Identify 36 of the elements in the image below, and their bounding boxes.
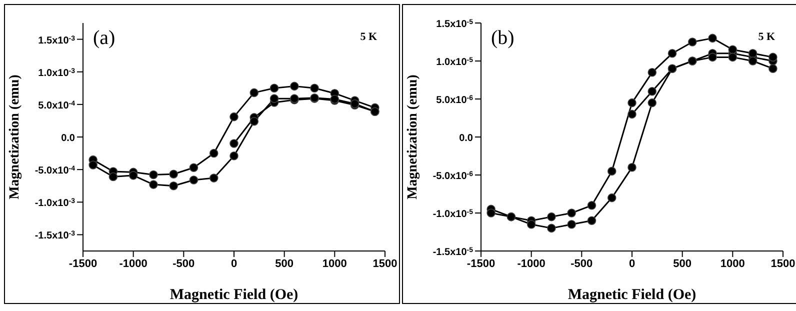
y-tick-label: -1.0x10$^{-3}$ (34, 198, 76, 210)
x-tick-label: -500 (570, 258, 593, 270)
y-tick-label: 0.0 (459, 133, 474, 144)
x-tick-label: -1000 (119, 258, 148, 270)
y-tick-label: 0.0 (61, 133, 76, 144)
y-tick-label: -5.0x10$^{-6}$ (432, 170, 474, 182)
x-tick-label: 1000 (322, 258, 347, 270)
x-axis-title: Magnetic Field (Oe) (568, 287, 696, 303)
x-tick-label: 0 (628, 258, 636, 270)
x-tick-label: 1500 (770, 258, 796, 270)
x-tick-label: 500 (673, 258, 692, 270)
y-axis-title: Magnetization (emu) (406, 74, 420, 200)
x-tick-label: -1500 (68, 258, 98, 270)
y-axis-title: Magnetization (emu) (8, 74, 22, 200)
annotation: (a) (93, 27, 116, 50)
y-tick-label: -1.5x10$^{-5}$ (432, 246, 474, 258)
y-tick-label: -5.0x10$^{-4}$ (34, 165, 76, 177)
x-tick-label: -1000 (517, 258, 546, 270)
y-tick-label: 1.0x10$^{-3}$ (38, 67, 76, 79)
y-tick-label: 1.5x10$^{-5}$ (436, 18, 474, 30)
y-tick-label: 5.0x10$^{-4}$ (38, 100, 76, 112)
y-tick-label: -1.0x10$^{-5}$ (432, 208, 474, 220)
annotation: 5 K (360, 31, 377, 43)
y-tick-label: 1.0x10$^{-5}$ (436, 56, 474, 68)
x-axis-title: Magnetic Field (Oe) (170, 287, 298, 303)
x-tick-label: 1500 (372, 258, 398, 270)
x-tick-label: 0 (230, 258, 238, 270)
annotation: 5 K (758, 31, 775, 43)
x-tick-label: 500 (275, 258, 294, 270)
x-tick-label: -1500 (466, 258, 496, 270)
y-tick-label: -1.5x10$^{-3}$ (34, 230, 76, 242)
y-tick-label: 1.5x10$^{-3}$ (38, 34, 76, 46)
x-tick-label: -500 (172, 258, 195, 270)
annotation: (b) (491, 27, 514, 50)
y-tick-label: 5.0x10$^{-6}$ (436, 94, 474, 106)
x-tick-label: 1000 (720, 258, 745, 270)
